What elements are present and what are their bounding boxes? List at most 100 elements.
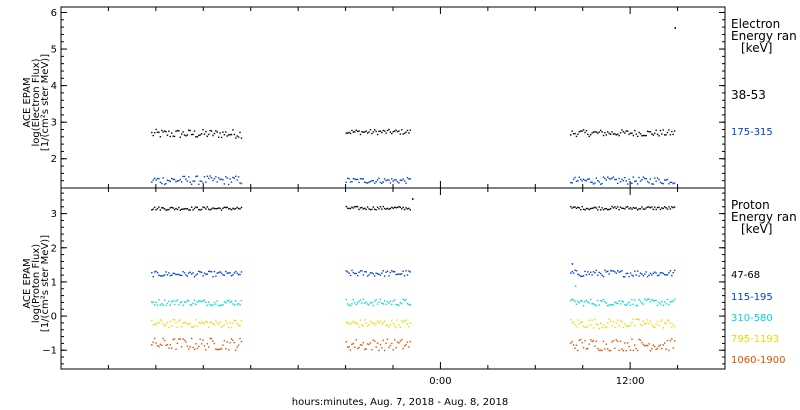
data-point [354,272,356,275]
data-point [362,298,365,301]
data-point [151,319,153,322]
data-point [359,133,362,136]
data-point [240,206,243,209]
data-point [389,182,392,184]
data-point [605,326,608,328]
data-point [409,271,411,273]
data-point [168,300,170,303]
data-point [200,321,203,323]
data-point [631,132,633,134]
data-point [369,128,372,131]
legend-title-line: Energy ran [731,210,797,224]
data-point [654,271,656,273]
data-point [213,270,216,273]
data-point [162,177,164,179]
data-point [599,129,602,132]
data-point [639,300,642,303]
data-point [358,130,360,132]
data-point [401,338,403,341]
data-point [180,181,183,183]
data-point [364,348,366,351]
data-point [175,348,177,350]
data-point [402,178,404,180]
data-point [601,349,603,352]
data-point [158,299,160,301]
data-point [665,303,667,305]
data-point [351,343,353,346]
data-point [388,128,390,131]
data-point [359,270,362,272]
data-point [364,207,366,209]
data-point [190,273,193,275]
data-point [378,301,380,303]
data-point [175,321,177,324]
data-point [176,129,179,132]
data-point [232,129,234,131]
data-point [628,133,630,136]
series-795-1193 [151,318,676,330]
data-point [345,321,347,323]
data-point [163,339,166,342]
data-point [202,300,204,302]
data-point [612,176,615,178]
data-point [621,300,623,303]
data-point [651,274,653,276]
data-point [169,274,172,277]
data-point [185,341,187,343]
data-point [393,179,396,181]
data-point [217,136,220,138]
data-point [615,134,617,136]
data-point [649,207,652,209]
data-point [345,298,347,301]
data-point [219,321,221,323]
data-point [626,183,629,185]
data-point [158,345,160,348]
data-point [220,272,223,274]
data-point [358,208,360,211]
data-point [345,205,347,208]
data-point [611,303,613,306]
data-point [585,179,588,182]
data-point [359,299,362,301]
data-point [661,347,663,350]
data-point [208,133,210,136]
data-point [219,304,221,307]
data-point [575,270,578,272]
data-point [382,303,384,305]
data-point [614,133,616,135]
data-point [617,319,619,321]
data-point [639,339,642,341]
data-point [210,208,213,210]
data-point [668,183,670,185]
data-point [381,323,383,325]
data-point [592,183,595,185]
data-point [352,177,355,180]
legend-entry: 795-1193 [731,334,779,345]
data-point [592,131,595,133]
data-point [196,175,199,177]
data-point [597,209,599,211]
data-point [604,348,606,350]
data-point [409,340,411,343]
data-point [651,133,653,135]
data-point [617,206,619,208]
data-point [402,270,404,273]
data-point [668,129,670,131]
data-point [169,320,172,323]
data-point [183,301,186,303]
data-point [662,182,664,185]
legend-title-line: [keV] [741,41,772,55]
data-point [644,177,646,180]
data-point [617,270,619,272]
data-point [406,177,409,179]
data-point [585,274,588,276]
data-point [216,321,218,324]
data-point [213,178,216,180]
data-point [156,207,159,210]
data-point [364,319,366,321]
data-point [219,271,221,273]
data-point [672,133,674,136]
data-point [665,348,667,350]
data-point [651,348,653,350]
data-point [171,177,173,180]
